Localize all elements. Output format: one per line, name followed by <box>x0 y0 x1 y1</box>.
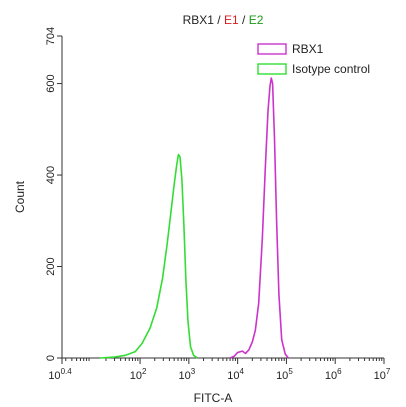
title-part-3: / <box>239 13 249 27</box>
title-part-2: E1 <box>224 13 239 27</box>
y-tick-label: 200 <box>45 257 57 275</box>
y-tick-label: 704 <box>45 27 57 45</box>
legend-label-0: RBX1 <box>292 42 324 56</box>
plot-area <box>61 36 384 359</box>
title-part-4: E2 <box>249 13 264 27</box>
plot-background <box>62 36 384 358</box>
y-tick-label: 0 <box>45 355 57 361</box>
title-part-1: / <box>214 13 224 27</box>
legend-label-1: Isotype control <box>292 62 370 76</box>
y-axis-label: Count <box>13 180 27 213</box>
x-tick-label: 105 <box>276 367 293 382</box>
y-tick-label: 400 <box>45 166 57 184</box>
x-tick-label: 102 <box>130 367 147 382</box>
legend-swatch-1 <box>257 63 287 75</box>
x-tick-label: 100.4 <box>48 367 72 382</box>
chart-title: RBX1 / E1 / E2 <box>183 13 264 27</box>
x-tick-label: 106 <box>325 367 342 382</box>
series-group <box>99 77 290 359</box>
legend-swatch-0 <box>257 43 287 55</box>
x-axis-label: FITC-A <box>194 391 233 405</box>
x-axis-ticks: 100.4 102 103 104 105 106 107 <box>48 358 391 382</box>
y-axis-ticks: 0 200 400 600 704 <box>45 27 62 361</box>
x-tick-label: 104 <box>227 367 244 382</box>
x-tick-label: 107 <box>374 367 391 382</box>
x-tick-label: 103 <box>178 367 195 382</box>
series-line-0 <box>229 77 290 359</box>
series-line-1 <box>99 153 198 359</box>
title-part-0: RBX1 <box>183 13 215 27</box>
legend: RBX1 Isotype control <box>257 42 370 76</box>
y-tick-label: 600 <box>45 74 57 92</box>
